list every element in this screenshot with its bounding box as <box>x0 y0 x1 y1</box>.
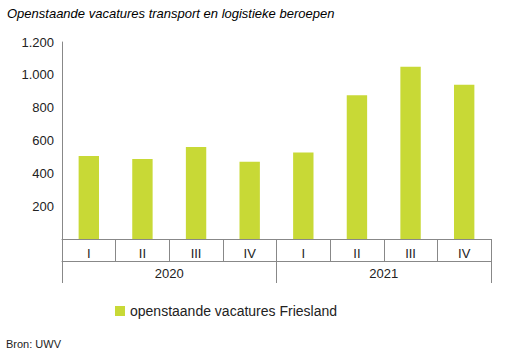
svg-text:800: 800 <box>32 100 54 115</box>
svg-text:I: I <box>302 246 306 261</box>
svg-text:IV: IV <box>244 246 257 261</box>
svg-text:II: II <box>139 246 146 261</box>
svg-text:2020: 2020 <box>155 266 184 281</box>
svg-text:200: 200 <box>32 199 54 214</box>
svg-text:II: II <box>353 246 360 261</box>
svg-text:600: 600 <box>32 133 54 148</box>
svg-text:I: I <box>87 246 91 261</box>
svg-text:2021: 2021 <box>369 266 398 281</box>
svg-text:openstaande vacatures Frieslan: openstaande vacatures Friesland <box>130 303 337 319</box>
svg-text:IV: IV <box>458 246 471 261</box>
svg-text:1.200: 1.200 <box>21 35 54 50</box>
svg-text:III: III <box>405 246 416 261</box>
svg-text:1.000: 1.000 <box>21 67 54 82</box>
svg-text:Openstaande vacatures transpor: Openstaande vacatures transport en logis… <box>7 6 334 21</box>
svg-text:Bron: UWV: Bron: UWV <box>6 338 62 350</box>
svg-text:III: III <box>191 246 202 261</box>
svg-text:400: 400 <box>32 166 54 181</box>
